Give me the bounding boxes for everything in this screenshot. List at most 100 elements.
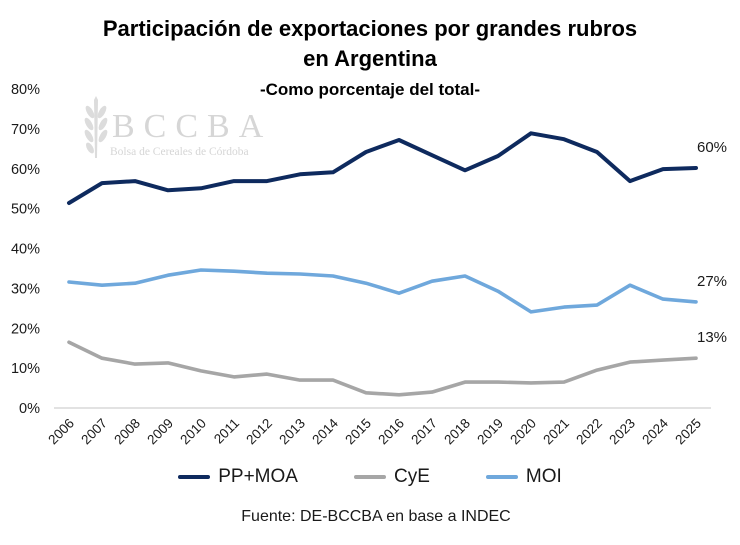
x-tick-label: 2007 xyxy=(78,416,110,448)
data-point xyxy=(694,300,698,304)
y-tick-label: 70% xyxy=(11,122,40,138)
y-tick-label: 50% xyxy=(11,202,40,218)
x-tick-label: 2025 xyxy=(672,416,704,448)
y-tick-label: 10% xyxy=(11,361,40,377)
source-note: Fuente: DE-BCCBA en base a INDEC xyxy=(241,508,511,525)
data-point xyxy=(463,274,467,278)
data-label: 27% xyxy=(697,273,727,290)
data-point xyxy=(100,181,104,185)
data-point xyxy=(661,297,665,301)
chart-title-line-2: en Argentina xyxy=(303,46,437,71)
x-tick-label: 2017 xyxy=(408,416,440,448)
data-point xyxy=(199,268,203,272)
data-point xyxy=(265,372,269,376)
x-tick-label: 2021 xyxy=(540,416,572,448)
x-tick-label: 2013 xyxy=(276,416,308,448)
legend-swatch-pp-moa xyxy=(178,475,211,479)
data-point xyxy=(298,272,302,276)
legend-item-cye: CyE xyxy=(353,466,430,488)
data-point xyxy=(562,305,566,309)
data-point xyxy=(133,179,137,183)
legend-label-moi: MOI xyxy=(525,466,562,487)
y-tick-label: 30% xyxy=(11,281,40,297)
legend-label-cye: CyE xyxy=(393,466,430,487)
data-point xyxy=(496,380,500,384)
data-point xyxy=(364,150,368,154)
x-tick-label: 2015 xyxy=(342,416,374,448)
watermark-letters: BCCBA xyxy=(112,108,272,145)
data-point xyxy=(232,269,236,273)
x-tick-label: 2022 xyxy=(573,416,605,448)
series-line-cye xyxy=(67,340,698,397)
data-point xyxy=(364,281,368,285)
x-tick-label: 2008 xyxy=(111,416,143,448)
chart-subtitle: -Como porcentaje del total- xyxy=(259,80,481,99)
data-point xyxy=(430,279,434,283)
data-point xyxy=(496,154,500,158)
watermark: BCCBA Bolsa de Cereales de Córdoba xyxy=(84,96,272,158)
data-point xyxy=(232,375,236,379)
data-label: 13% xyxy=(697,329,727,346)
x-tick-label: 2023 xyxy=(606,416,638,448)
legend-swatch-moi xyxy=(485,475,518,479)
legend-label-pp-moa: PP+MOA xyxy=(218,466,298,487)
data-point xyxy=(67,340,71,344)
data-label: 60% xyxy=(697,139,727,156)
data-point xyxy=(529,381,533,385)
legend-item-moi: MOI xyxy=(485,466,562,488)
end-labels: 60% 13% 27% xyxy=(697,139,727,346)
data-point xyxy=(265,271,269,275)
y-tick-label: 0% xyxy=(19,401,40,417)
data-point xyxy=(430,153,434,157)
y-axis: 0% 10% 20% 30% 40% 50% 60% 70% 80% xyxy=(11,82,40,417)
x-tick-label: 2020 xyxy=(507,416,539,448)
y-tick-label: 60% xyxy=(11,162,40,178)
chart-title-line-1: Participación de exportaciones por grand… xyxy=(102,16,638,41)
legend-swatch-cye xyxy=(353,475,386,479)
data-point xyxy=(562,380,566,384)
x-tick-label: 2011 xyxy=(211,416,242,447)
data-point xyxy=(100,356,104,360)
legend: PP+MOA CyE MOI xyxy=(0,466,740,488)
data-point xyxy=(67,201,71,205)
x-tick-label: 2012 xyxy=(243,416,275,448)
data-point xyxy=(595,368,599,372)
data-point xyxy=(265,179,269,183)
x-tick-label: 2009 xyxy=(144,416,176,448)
series-layer xyxy=(67,131,698,397)
data-point xyxy=(628,179,632,183)
data-point xyxy=(232,179,236,183)
x-tick-label: 2019 xyxy=(474,416,506,448)
data-point xyxy=(595,150,599,154)
data-point xyxy=(133,362,137,366)
data-point xyxy=(133,281,137,285)
data-point xyxy=(364,391,368,395)
data-point xyxy=(166,273,170,277)
data-point xyxy=(529,310,533,314)
x-tick-label: 2014 xyxy=(309,415,341,447)
data-point xyxy=(628,283,632,287)
x-tick-label: 2016 xyxy=(375,416,407,448)
data-point xyxy=(166,361,170,365)
x-axis: 2006 2007 2008 2009 2010 2011 2012 2013 2014 2015… xyxy=(45,415,704,447)
y-tick-label: 80% xyxy=(11,82,40,98)
data-point xyxy=(298,378,302,382)
watermark-tagline: Bolsa de Cereales de Córdoba xyxy=(110,146,249,158)
data-point xyxy=(199,369,203,373)
series-line-pp-moa xyxy=(67,131,698,205)
data-point xyxy=(100,283,104,287)
x-tick-label: 2010 xyxy=(177,416,209,448)
data-point xyxy=(496,289,500,293)
data-point xyxy=(397,138,401,142)
y-tick-label: 40% xyxy=(11,242,40,258)
data-point xyxy=(595,303,599,307)
x-tick-label: 2018 xyxy=(441,416,473,448)
data-point xyxy=(694,166,698,170)
y-tick-label: 20% xyxy=(11,321,40,337)
data-point xyxy=(694,356,698,360)
data-point xyxy=(430,390,434,394)
data-point xyxy=(199,186,203,190)
data-point xyxy=(463,380,467,384)
data-point xyxy=(661,167,665,171)
